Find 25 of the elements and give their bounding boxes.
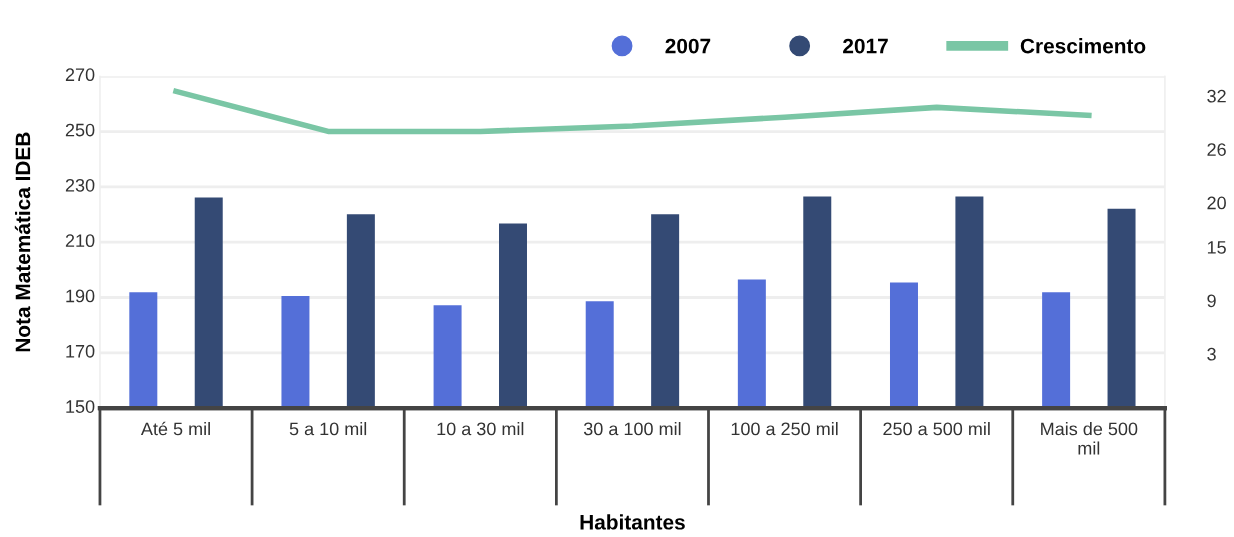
y-tick-label: 250 xyxy=(65,123,95,137)
y-tick-label: 270 xyxy=(65,68,95,82)
y-tick-label: 150 xyxy=(66,400,95,413)
legend-label: Crescimento xyxy=(1020,38,1146,54)
y-tick-label: 190 xyxy=(66,289,95,303)
legend-label: 2007 xyxy=(665,38,711,54)
x-tick-label: 100 a 250 mil xyxy=(731,422,838,436)
y-tick-label: 210 xyxy=(65,234,95,248)
x-tick-label: 250 a 500 mil xyxy=(883,422,990,436)
y-tick-label: 170 xyxy=(66,344,95,358)
y-tick-label: 230 xyxy=(65,178,95,192)
y2-tick-label: 32 xyxy=(1207,89,1226,103)
x-tick-label: 5 a 10 mil xyxy=(289,422,367,436)
x-tick-label: Mais de 500 mil xyxy=(1041,422,1138,455)
y2-tick-label: 15 xyxy=(1207,241,1226,254)
legend-label: 2017 xyxy=(843,38,888,54)
x-tick-label: 30 a 100 mil xyxy=(583,422,681,436)
y2-tick-label: 26 xyxy=(1207,143,1226,156)
y2-tick-label: 20 xyxy=(1207,196,1226,210)
y2-tick-label: 9 xyxy=(1207,294,1216,308)
x-tick-label: Até 5 mil xyxy=(140,421,210,436)
x-tick-label: 10 a 30 mil xyxy=(437,422,524,436)
x-axis-title: Habitantes xyxy=(580,514,685,530)
y-axis-title: Nota Matemática IDEB xyxy=(14,132,31,352)
y2-tick-label: 3 xyxy=(1207,347,1216,361)
